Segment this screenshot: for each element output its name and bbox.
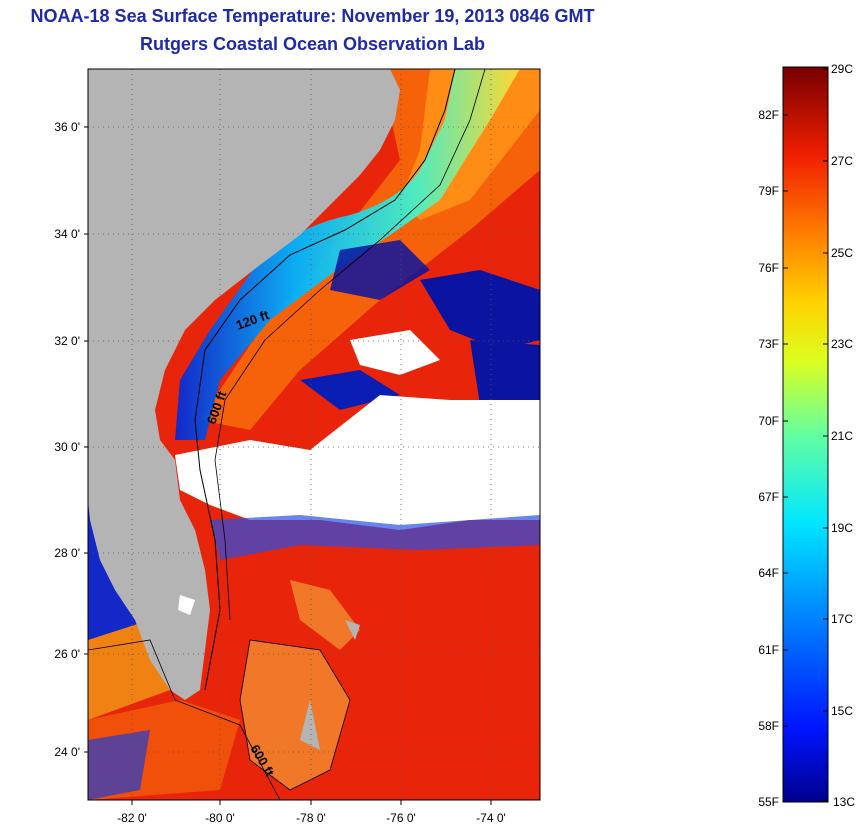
cbar-c-27: 27C [831, 154, 853, 168]
map-subtitle: Rutgers Coastal Ocean Observation Lab [139, 34, 486, 54]
cbar-f-76: 76F [758, 261, 779, 275]
cbar-f-79: 79F [758, 184, 779, 198]
map-plot-area [88, 69, 540, 800]
cbar-f-61: 61F [758, 643, 779, 657]
abaco-island [345, 620, 360, 640]
cbar-c-15: 15C [831, 704, 853, 718]
map-ticks [84, 126, 492, 805]
lat-label-28: 28 0' [54, 546, 80, 560]
cbar-c-17: 17C [831, 612, 853, 626]
cbar-c-29: 29C [831, 62, 853, 76]
lat-lon-grid [88, 69, 540, 800]
great-bahama-bank [240, 640, 350, 790]
cold-patch-mid [330, 240, 430, 300]
contour-120ft [194, 69, 456, 691]
lat-label-32: 32 0' [54, 334, 80, 348]
lat-label-26: 26 0' [54, 647, 80, 661]
lat-label-30: 30 0' [54, 440, 80, 454]
cbar-c-21: 21C [831, 429, 853, 443]
land-mass-us-southeast [88, 69, 400, 700]
cloud-mask-band [175, 395, 540, 530]
cbar-c-23: 23C [831, 337, 853, 351]
gulf-blue-patch [88, 730, 150, 800]
mixed-band-south [210, 515, 540, 560]
lon-label-82: -82 0' [117, 811, 147, 825]
lat-label-24: 24 0' [54, 745, 80, 759]
cbar-c-25: 25C [831, 246, 853, 260]
lon-label-76: -76 0' [386, 811, 416, 825]
lake-okeechobee-mask [178, 595, 195, 615]
lon-label-78: -78 0' [296, 811, 326, 825]
cbar-f-73: 73F [758, 337, 779, 351]
contour-bahama-bank [239, 639, 351, 791]
andros-island [300, 700, 320, 750]
cbar-f-82: 82F [758, 108, 779, 122]
cbar-c-13: 13C [833, 795, 855, 809]
lat-label-34: 34 0' [54, 227, 80, 241]
cold-patch-east-2 [470, 340, 540, 410]
contour-florida-south [88, 639, 281, 800]
cbar-f-64: 64F [758, 566, 779, 580]
map-frame [87, 68, 541, 801]
little-bahama-bank [290, 580, 360, 650]
lon-label-80: -80 0' [205, 811, 235, 825]
cbar-f-70: 70F [758, 414, 779, 428]
cloud-patch [350, 330, 440, 375]
cbar-f-67: 67F [758, 490, 779, 504]
colorbar-gradient [782, 66, 829, 803]
colorbar: 29C 27C 25C 23C 21C 19C 17C 15C 13C 82F … [758, 62, 855, 809]
colorbar-ticks [783, 68, 828, 802]
cbar-c-19: 19C [831, 521, 853, 535]
cbar-f-58: 58F [758, 719, 779, 733]
lat-label-36: 36 0' [54, 120, 80, 134]
cold-patch-east [420, 270, 540, 350]
map-title: NOAA-18 Sea Surface Temperature: Novembe… [30, 6, 595, 26]
lon-label-74: -74 0' [476, 811, 506, 825]
cbar-f-55: 55F [758, 795, 779, 809]
